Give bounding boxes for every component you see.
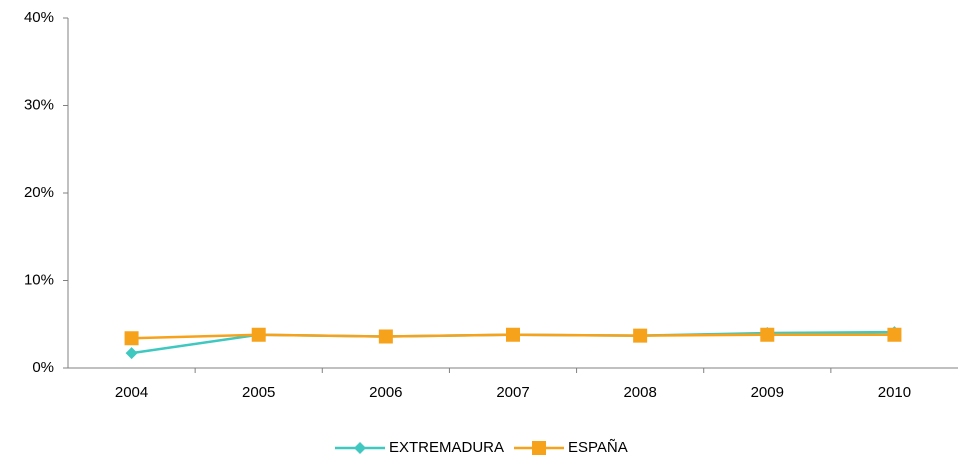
y-tick-label: 0% — [32, 359, 54, 376]
marker — [378, 329, 393, 344]
y-tick-label: 20% — [24, 184, 54, 201]
x-tick-label: 2005 — [242, 384, 275, 401]
x-tick-label: 2006 — [369, 384, 402, 401]
x-tick-label: 2007 — [496, 384, 529, 401]
marker — [125, 347, 138, 360]
marker — [532, 441, 547, 455]
marker — [124, 331, 139, 346]
x-tick-label: 2009 — [751, 384, 784, 401]
marker — [887, 327, 902, 342]
x-tick-label: 2010 — [878, 384, 911, 401]
marker — [760, 327, 775, 342]
marker — [251, 327, 266, 342]
legend-label: ESPAÑA — [568, 439, 628, 456]
marker — [354, 442, 366, 454]
legend-label: EXTREMADURA — [389, 439, 504, 456]
marker — [633, 328, 648, 343]
y-tick-label: 40% — [24, 9, 54, 26]
marker — [506, 327, 520, 342]
y-tick-label: 10% — [24, 271, 54, 288]
x-tick-label: 2004 — [115, 384, 148, 401]
x-tick-label: 2008 — [623, 384, 656, 401]
y-tick-label: 30% — [24, 96, 54, 113]
